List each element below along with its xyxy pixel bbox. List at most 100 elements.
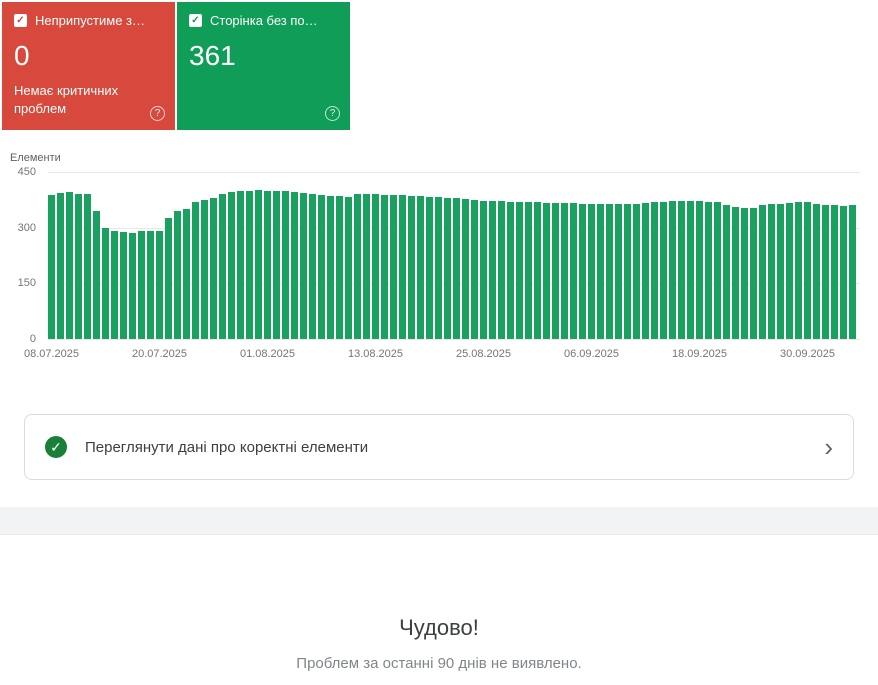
chart-bar bbox=[156, 231, 163, 339]
chart-bar bbox=[516, 201, 523, 339]
chevron-right-icon[interactable]: › bbox=[824, 431, 833, 462]
critical-issues-card[interactable]: ✓ Неприпустиме з… 0 Немає критичних проб… bbox=[2, 2, 175, 130]
help-icon[interactable]: ? bbox=[150, 106, 165, 121]
view-valid-items-row[interactable]: ✓ Переглянути дані про коректні елементи… bbox=[24, 414, 854, 480]
chart-bar bbox=[66, 192, 73, 339]
chart-bar bbox=[426, 196, 433, 339]
chart-bar bbox=[489, 200, 496, 339]
chart-bar bbox=[192, 201, 199, 339]
chart-x-tick-label: 08.07.2025 bbox=[23, 348, 80, 360]
chart-bar bbox=[507, 201, 514, 339]
checkbox-checked-icon[interactable]: ✓ bbox=[14, 14, 27, 27]
chart-bar bbox=[732, 207, 739, 339]
chart-bar bbox=[471, 199, 478, 339]
chart-bar bbox=[750, 208, 757, 339]
chart-bar bbox=[345, 196, 352, 339]
chart-bar bbox=[372, 194, 379, 339]
chart-bar bbox=[354, 194, 361, 339]
view-valid-items-label: Переглянути дані про коректні елементи bbox=[85, 438, 369, 456]
chart-bar bbox=[642, 203, 649, 339]
chart-y-tick-label: 150 bbox=[17, 277, 36, 290]
chart-bar bbox=[543, 202, 550, 339]
chart-bar bbox=[282, 191, 289, 339]
critical-issues-card-header: ✓ Неприпустиме з… bbox=[14, 13, 163, 28]
valid-pages-card-label: Сторінка без по… bbox=[210, 13, 318, 28]
chart-bar bbox=[57, 193, 64, 339]
chart-bar bbox=[525, 202, 532, 339]
critical-issues-description: Немає критичних проблем bbox=[14, 83, 119, 117]
chart-bar bbox=[741, 208, 748, 339]
chart-bar bbox=[651, 202, 658, 339]
chart-y-tick-label: 300 bbox=[17, 221, 36, 234]
checkbox-checked-icon[interactable]: ✓ bbox=[189, 14, 202, 27]
chart-bar bbox=[183, 209, 190, 339]
chart-bar bbox=[462, 198, 469, 339]
chart-bar bbox=[174, 210, 181, 339]
chart-bar bbox=[561, 203, 568, 339]
chart-bar bbox=[390, 195, 397, 339]
chart-bar bbox=[291, 192, 298, 339]
chart-y-tick-label: 0 bbox=[29, 333, 36, 345]
chart-bar bbox=[678, 200, 685, 339]
summary-cards-row: ✓ Неприпустиме з… 0 Немає критичних проб… bbox=[0, 0, 878, 130]
chart-bar bbox=[804, 202, 811, 339]
chart-bar bbox=[264, 190, 271, 339]
chart-bar bbox=[615, 203, 622, 339]
chart-bar bbox=[129, 233, 136, 339]
chart-bar bbox=[579, 203, 586, 339]
valid-pages-count: 361 bbox=[189, 40, 236, 71]
chart-bar bbox=[246, 190, 253, 339]
chart-x-tick-label: 20.07.2025 bbox=[131, 348, 188, 360]
section-divider-band bbox=[0, 507, 878, 535]
chart-bar bbox=[696, 200, 703, 339]
chart-bar bbox=[363, 193, 370, 339]
chart-bar bbox=[318, 195, 325, 339]
success-subtitle: Проблем за останні 90 днів не виявлено. bbox=[296, 655, 582, 672]
chart-bar bbox=[570, 203, 577, 339]
chart-bar bbox=[606, 203, 613, 339]
chart-bar bbox=[813, 203, 820, 339]
chart-bar bbox=[633, 203, 640, 339]
chart-x-tick-label: 06.09.2025 bbox=[563, 348, 620, 360]
chart-bar bbox=[219, 194, 226, 339]
chart-x-tick-label: 18.09.2025 bbox=[671, 348, 728, 360]
chart-bar bbox=[660, 201, 667, 339]
chart-bar bbox=[381, 195, 388, 339]
chart-bar bbox=[84, 194, 91, 339]
chart-bar bbox=[723, 205, 730, 339]
chart-bar bbox=[399, 195, 406, 339]
valid-pages-card-header: ✓ Сторінка без по… bbox=[189, 13, 338, 28]
help-icon[interactable]: ? bbox=[325, 106, 340, 121]
chart-bar bbox=[201, 199, 208, 339]
chart-bar bbox=[75, 193, 82, 339]
chart-bar bbox=[687, 200, 694, 339]
chart-bar bbox=[435, 197, 442, 339]
critical-issues-card-label: Неприпустиме з… bbox=[35, 13, 145, 28]
chart-bar bbox=[588, 203, 595, 339]
chart-bar bbox=[795, 202, 802, 339]
chart-x-tick-label: 01.08.2025 bbox=[239, 348, 296, 360]
chart-bar bbox=[849, 205, 856, 339]
chart-bar bbox=[444, 197, 451, 339]
chart-bar bbox=[714, 202, 721, 339]
chart-bar bbox=[597, 203, 604, 339]
items-bar-chart: 450 300 150 0 bbox=[0, 166, 860, 345]
chart-bar bbox=[255, 189, 262, 339]
chart-x-tick-label: 25.08.2025 bbox=[455, 348, 512, 360]
chart-bar bbox=[210, 197, 217, 339]
chart-x-axis-labels: 08.07.2025 20.07.2025 01.08.2025 13.08.2025… bbox=[24, 348, 860, 364]
chart-bar bbox=[417, 196, 424, 339]
chart-y-tick-label: 450 bbox=[17, 166, 36, 178]
chart-bar bbox=[480, 200, 487, 339]
critical-issues-count: 0 bbox=[14, 40, 30, 71]
chart-x-tick-label: 30.09.2025 bbox=[779, 348, 836, 360]
chart-bar bbox=[453, 197, 460, 339]
chart-bar bbox=[624, 204, 631, 339]
chart-bar bbox=[309, 194, 316, 339]
valid-pages-card[interactable]: ✓ Сторінка без по… 361 ? bbox=[177, 2, 350, 130]
chart-bar bbox=[93, 210, 100, 339]
chart-bar bbox=[147, 230, 154, 339]
chart-bar bbox=[705, 201, 712, 339]
chart-bar bbox=[822, 204, 829, 339]
chart-bar bbox=[336, 196, 343, 339]
